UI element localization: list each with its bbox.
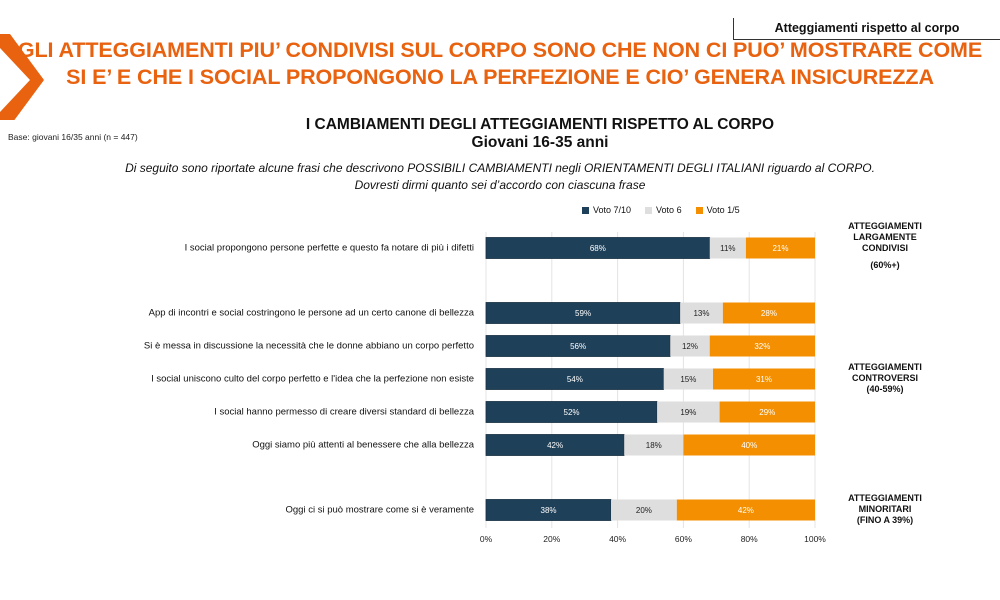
category-label: App di incontri e social costringono le … <box>148 307 474 319</box>
legend-item: Voto 1/5 <box>695 205 740 215</box>
legend-label: Voto 7/10 <box>593 205 632 215</box>
category-label: Oggi ci si può mostrare come si è verame… <box>285 504 475 516</box>
data-label: 15% <box>680 375 696 384</box>
group-label-line: ATTEGGIAMENTI <box>848 221 922 231</box>
data-label: 54% <box>567 375 583 384</box>
data-label: 20% <box>636 506 652 515</box>
base-note: Base: giovani 16/35 anni (n = 447) <box>8 132 138 142</box>
data-label: 56% <box>570 342 586 351</box>
headline-line-1: GLI ATTEGGIAMENTI PIU’ CONDIVISI SUL COR… <box>17 38 983 62</box>
bar-segment <box>722 302 815 324</box>
data-label: 40% <box>741 441 757 450</box>
bar-segment <box>709 335 815 357</box>
question-line-2: Dovresti dirmi quanto sei d’accordo con … <box>354 178 646 192</box>
bar-segment <box>676 499 815 521</box>
category-label: Si è messa in discussione la necessità c… <box>143 340 474 352</box>
data-label: 21% <box>772 244 788 253</box>
question-text: Di seguito sono riportate alcune frasi c… <box>100 160 900 194</box>
group-label-line: ATTEGGIAMENTI <box>848 493 922 503</box>
group-label-line: LARGAMENTE <box>853 232 917 242</box>
category-label: I social propongono persone perfette e q… <box>184 242 474 254</box>
group-label-controversial: ATTEGGIAMENTI CONTROVERSI (40-59%) <box>830 362 940 395</box>
section-tag: Atteggiamenti rispetto al corpo <box>733 18 1000 40</box>
legend-label: Voto 1/5 <box>706 205 740 215</box>
x-tick-label: 20% <box>543 534 560 544</box>
x-tick-label: 80% <box>741 534 758 544</box>
data-label: 19% <box>680 408 696 417</box>
group-label-line: MINORITARI <box>858 504 912 514</box>
data-label: 32% <box>754 342 770 351</box>
data-label: 42% <box>738 506 754 515</box>
legend-item: Voto 7/10 <box>582 205 631 215</box>
group-label-widely-shared: ATTEGGIAMENTI LARGAMENTE CONDIVISI (60%+… <box>830 221 940 271</box>
legend-swatch <box>645 206 653 214</box>
group-label-minority: ATTEGGIAMENTI MINORITARI (FINO A 39%) <box>830 493 940 526</box>
chart-title-block: I CAMBIAMENTI DEGLI ATTEGGIAMENTI RISPET… <box>240 116 840 152</box>
data-label: 29% <box>759 408 775 417</box>
data-label: 31% <box>756 375 772 384</box>
headline-line-2: SI E’ E CHE I SOCIAL PROPONGONO LA PERFE… <box>66 65 934 89</box>
question-line-1: Di seguito sono riportate alcune frasi c… <box>125 161 875 175</box>
legend-swatch <box>695 206 703 214</box>
x-tick-label: 60% <box>675 534 692 544</box>
group-label-line: ATTEGGIAMENTI <box>848 362 922 372</box>
x-tick-label: 0% <box>480 534 493 544</box>
chart-title: I CAMBIAMENTI DEGLI ATTEGGIAMENTI RISPET… <box>305 116 775 133</box>
bar-segment <box>657 401 720 423</box>
legend: Voto 7/10 Voto 6 Voto 1/5 <box>582 205 740 215</box>
category-label: I social uniscono culto del corpo perfet… <box>151 373 474 385</box>
data-label: 42% <box>547 441 563 450</box>
bar-segment <box>709 237 746 259</box>
data-label: 59% <box>575 309 591 318</box>
bar-segment <box>683 434 815 456</box>
chevron-logo-icon <box>0 34 44 120</box>
group-label-range: (60%+) <box>870 260 900 270</box>
data-label: 13% <box>693 309 709 318</box>
bar-segment <box>680 302 723 324</box>
legend-swatch <box>582 206 589 214</box>
data-label: 38% <box>541 506 557 515</box>
data-label: 52% <box>564 408 580 417</box>
group-label-line: CONDIVISI <box>861 243 908 253</box>
category-label: I social hanno permesso di creare divers… <box>214 406 474 418</box>
chart-subtitle: Giovani 16-35 anni <box>471 134 609 151</box>
group-label-range: (40-59%) <box>866 384 904 394</box>
legend-label: Voto 6 <box>656 205 682 215</box>
x-tick-label: 100% <box>804 534 826 544</box>
data-label: 12% <box>682 342 698 351</box>
group-label-line: CONTROVERSI <box>851 373 918 383</box>
bar-segment <box>611 499 677 521</box>
bar-segment <box>663 368 714 390</box>
data-label: 68% <box>590 244 606 253</box>
headline: GLI ATTEGGIAMENTI PIU’ CONDIVISI SUL COR… <box>0 37 1000 91</box>
category-label: Oggi siamo più attenti al benessere che … <box>252 439 474 451</box>
group-label-range: (FINO A 39%) <box>856 515 914 525</box>
data-label: 18% <box>646 441 662 450</box>
bar-segment <box>719 401 815 423</box>
x-tick-label: 40% <box>609 534 626 544</box>
bar-segment <box>745 237 815 259</box>
data-label: 28% <box>761 309 777 318</box>
bar-segment <box>713 368 815 390</box>
bar-segment <box>624 434 684 456</box>
data-label: 11% <box>720 244 735 253</box>
bar-segment <box>670 335 710 357</box>
legend-item: Voto 6 <box>645 205 682 215</box>
